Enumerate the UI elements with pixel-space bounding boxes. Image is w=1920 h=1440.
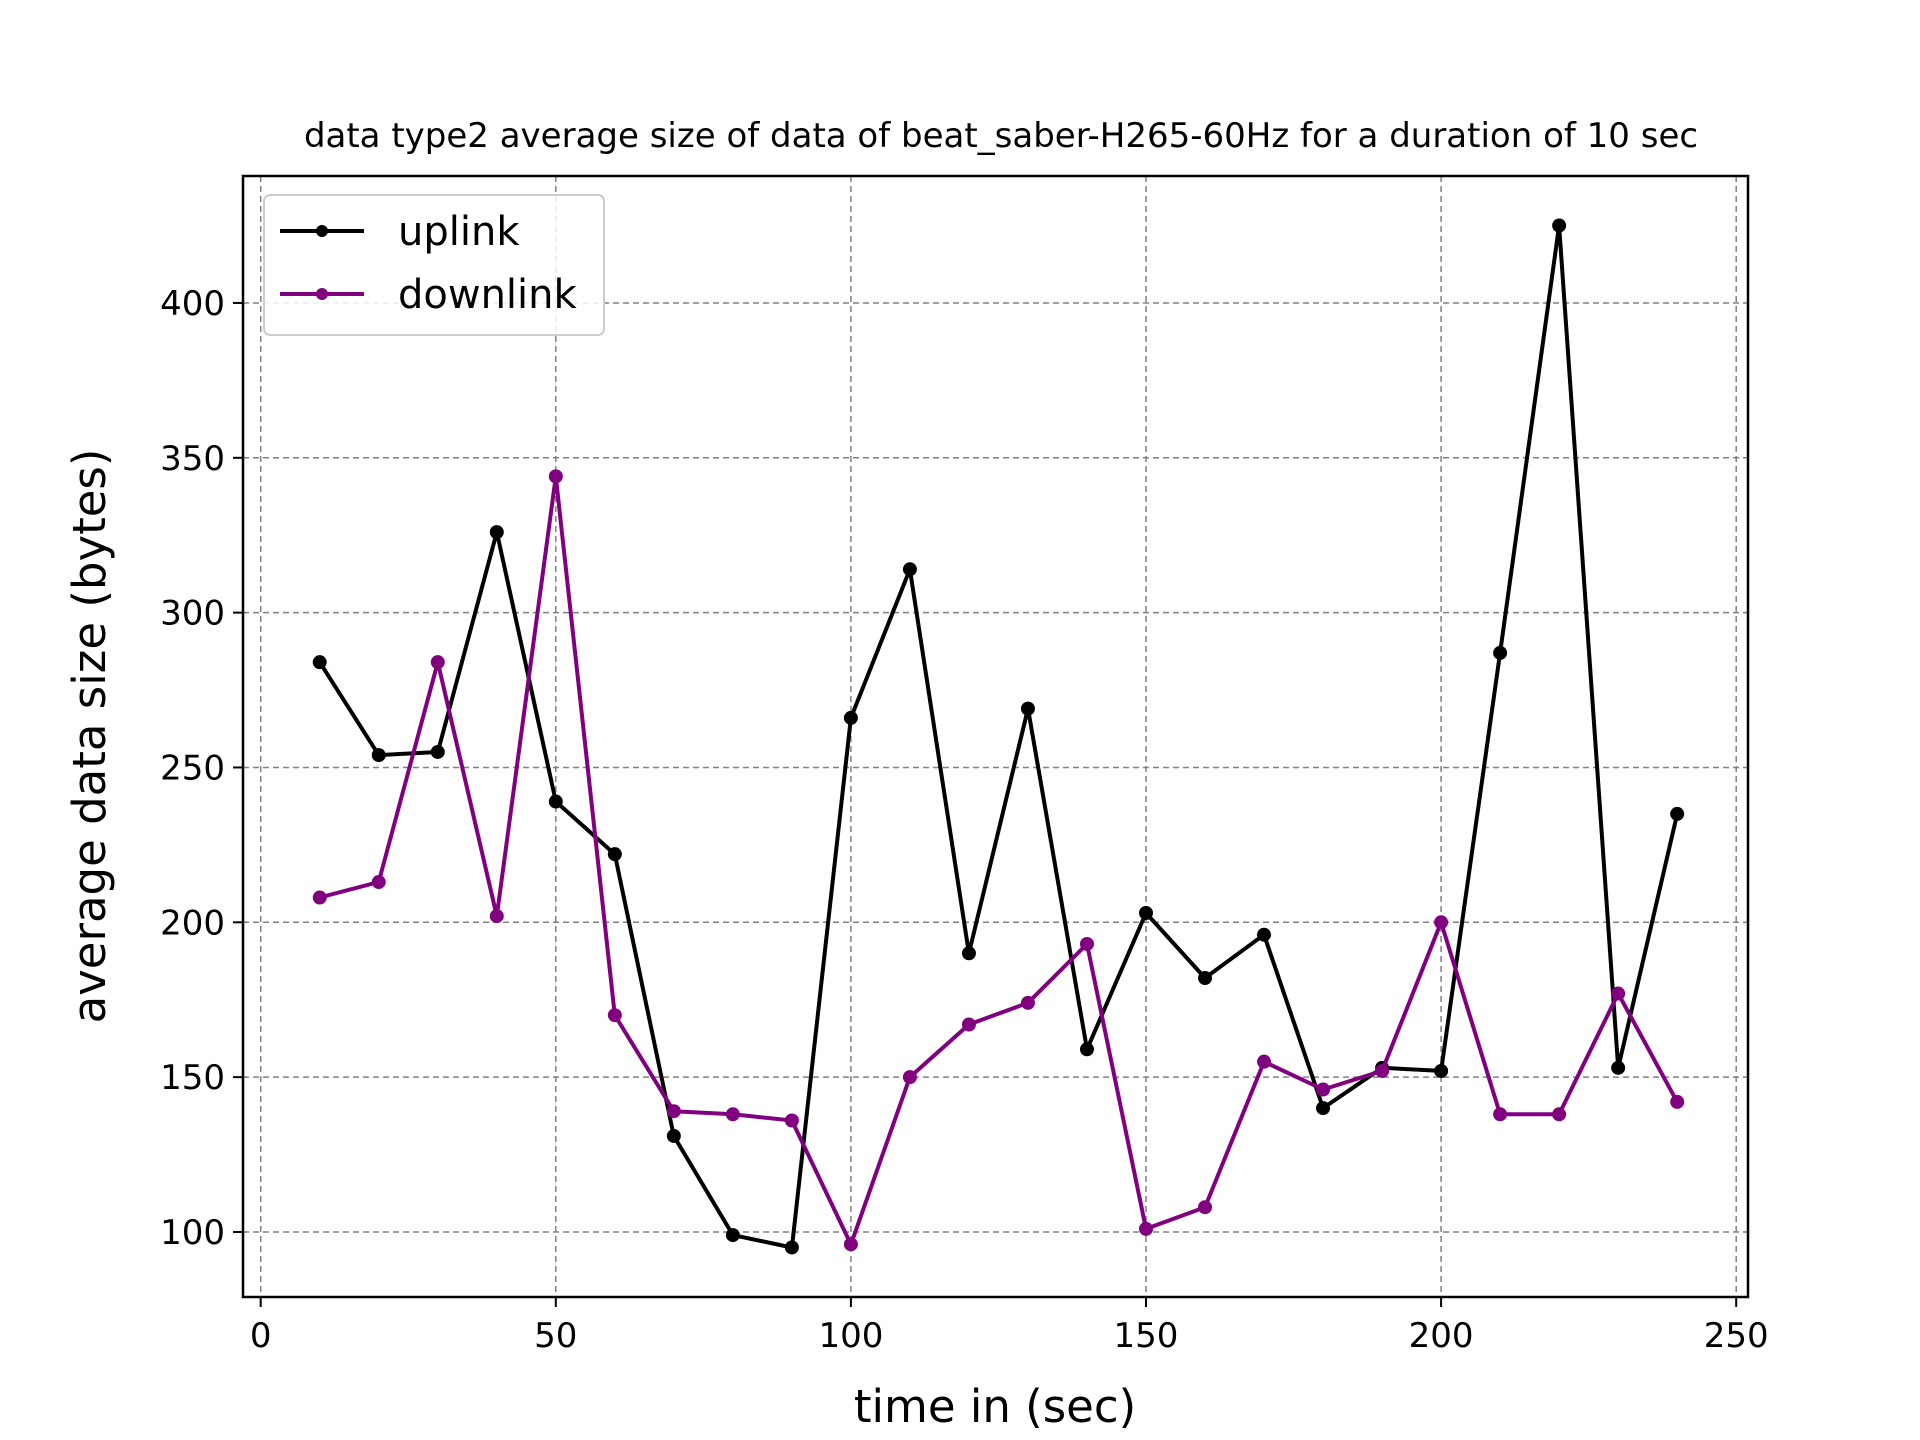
data-point-downlink	[961, 1017, 976, 1032]
data-point-downlink	[666, 1104, 681, 1119]
data-point-uplink	[312, 655, 327, 670]
data-point-downlink	[430, 655, 445, 670]
data-point-downlink	[1434, 915, 1449, 930]
y-tick-label: 300	[160, 594, 225, 634]
legend: uplink downlink	[263, 194, 605, 336]
data-point-downlink	[1552, 1107, 1567, 1122]
data-point-uplink	[666, 1128, 681, 1143]
data-point-uplink	[371, 748, 386, 763]
data-point-uplink	[489, 525, 504, 540]
legend-label-uplink: uplink	[398, 209, 520, 255]
data-point-uplink	[1079, 1042, 1094, 1057]
data-point-downlink	[1198, 1200, 1213, 1215]
data-point-uplink	[1434, 1063, 1449, 1078]
x-tick-label: 50	[534, 1316, 577, 1356]
data-point-downlink	[548, 469, 563, 484]
data-point-downlink	[725, 1107, 740, 1122]
data-point-uplink	[1257, 927, 1272, 942]
legend-marker-downlink	[316, 288, 328, 300]
data-point-downlink	[607, 1008, 622, 1023]
grid	[243, 176, 1748, 1297]
data-point-downlink	[1079, 936, 1094, 951]
data-point-downlink	[1611, 986, 1626, 1001]
data-point-uplink	[607, 847, 622, 862]
data-point-downlink	[1020, 995, 1035, 1010]
x-tick-label: 200	[1409, 1316, 1474, 1356]
x-tick-label: 0	[250, 1316, 272, 1356]
series-layer	[312, 218, 1685, 1255]
legend-label-downlink: downlink	[398, 272, 578, 318]
data-point-downlink	[312, 890, 327, 905]
y-axis-label: average data size (bytes)	[63, 449, 116, 1024]
data-point-uplink	[725, 1228, 740, 1243]
series-line-downlink	[319, 474, 1679, 1247]
legend-marker-uplink	[316, 225, 328, 237]
data-point-downlink	[902, 1070, 917, 1085]
data-point-uplink	[1198, 971, 1213, 986]
data-point-downlink	[1316, 1082, 1331, 1097]
data-point-uplink	[902, 562, 917, 577]
data-point-uplink	[961, 946, 976, 961]
data-point-uplink	[843, 710, 858, 725]
data-point-downlink	[1139, 1221, 1153, 1236]
x-tick-label: 150	[1114, 1316, 1179, 1356]
x-tick-label: 100	[818, 1316, 883, 1356]
y-tick-label: 200	[160, 903, 225, 943]
x-axis-label: time in (sec)	[854, 1380, 1136, 1433]
y-tick-label: 250	[160, 748, 225, 788]
data-point-uplink	[1493, 645, 1508, 660]
data-point-uplink	[784, 1240, 799, 1255]
chart-title: data type2 average size of data of beat_…	[304, 116, 1698, 156]
plot-area-frame	[241, 174, 1750, 1299]
y-tick-label: 100	[160, 1213, 225, 1253]
data-point-downlink	[1670, 1094, 1685, 1109]
x-tick-label: 250	[1704, 1316, 1769, 1356]
y-tick-label: 150	[160, 1058, 225, 1098]
data-point-uplink	[548, 794, 563, 809]
data-point-uplink	[1552, 218, 1567, 233]
axis-ticks: 0 50 100 150 200 250 100 150 200 250 300 350 400	[160, 284, 1769, 1356]
data-point-uplink	[1611, 1060, 1626, 1075]
data-point-downlink	[489, 909, 504, 924]
data-point-uplink	[1139, 906, 1153, 921]
data-point-downlink	[1375, 1063, 1390, 1078]
data-point-downlink	[1257, 1054, 1272, 1069]
y-tick-label: 400	[160, 284, 225, 324]
data-point-downlink	[1493, 1107, 1508, 1122]
data-point-downlink	[371, 875, 386, 890]
data-point-uplink	[430, 744, 445, 759]
series-line-uplink	[318, 223, 1680, 1250]
data-point-uplink	[1316, 1101, 1331, 1116]
data-point-uplink	[1020, 701, 1035, 716]
data-point-downlink	[784, 1113, 799, 1128]
y-tick-label: 350	[160, 439, 225, 479]
data-point-uplink	[1670, 806, 1685, 821]
data-point-downlink	[843, 1237, 858, 1252]
